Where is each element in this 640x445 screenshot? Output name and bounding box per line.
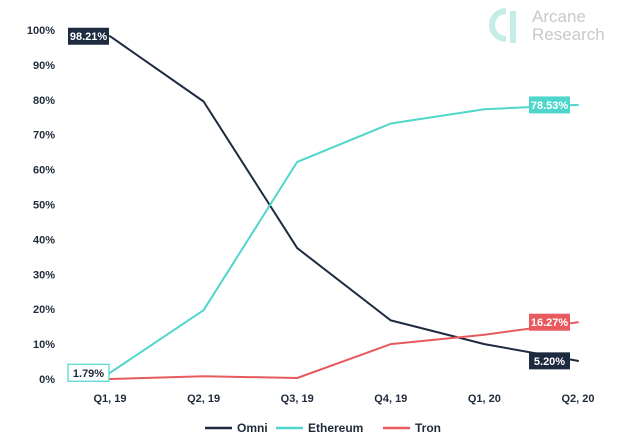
y-tick-label: 40% (33, 234, 55, 246)
data-label-text: 1.79% (73, 368, 104, 380)
data-label-ethereum: 78.53% (529, 96, 570, 114)
x-tick-label: Q1, 19 (93, 393, 126, 405)
data-label-box (529, 313, 570, 331)
legend-item-omni: Omni (205, 421, 268, 435)
y-tick-label: 70% (33, 130, 55, 142)
y-tick-label: 0% (39, 374, 55, 386)
legend-item-ethereum: Ethereum (276, 421, 363, 435)
x-tick-label: Q2, 20 (561, 393, 594, 405)
y-axis: 0% 10% 20% 30% 40% 50% 60% 70% 80% 90% 100% (27, 25, 55, 386)
data-label-omni: 5.20% (529, 352, 570, 370)
y-tick-label: 30% (33, 269, 55, 281)
series-line-omni (109, 35, 579, 362)
arcane-logo-icon (489, 8, 516, 43)
legend-item-tron: Tron (383, 421, 441, 435)
series-line-tron (109, 321, 579, 380)
x-tick-label: Q2, 19 (187, 393, 220, 405)
y-tick-label: 20% (33, 304, 55, 316)
y-tick-label: 100% (27, 25, 55, 37)
data-label-ethereum: 1.79% (67, 363, 110, 382)
series-line-ethereum (109, 103, 579, 374)
y-tick-label: 90% (33, 60, 55, 72)
brand-logo: Arcane Research (489, 7, 605, 44)
data-label-box (67, 363, 110, 382)
x-tick-label: Q4, 19 (374, 393, 407, 405)
y-tick-label: 60% (33, 165, 55, 177)
data-label-tron: 16.27% (529, 313, 570, 331)
legend-label: Omni (237, 421, 268, 435)
data-label-text: 5.20% (534, 356, 565, 368)
legend: Omni Ethereum Tron (205, 421, 441, 435)
y-tick-label: 10% (33, 339, 55, 351)
data-label-text: 98.21% (70, 31, 108, 43)
legend-label: Ethereum (308, 421, 363, 435)
x-axis: Q1, 19 Q2, 19 Q3, 19 Q4, 19 Q1, 20 Q2, 20 (93, 393, 594, 405)
data-label-box (529, 352, 570, 370)
series-layer (109, 35, 579, 380)
data-label-text: 78.53% (531, 100, 569, 112)
legend-label: Tron (415, 421, 441, 435)
data-label-box (529, 96, 570, 114)
data-label-omni: 98.21% (68, 27, 109, 45)
x-tick-label: Q3, 19 (281, 393, 314, 405)
y-tick-label: 50% (33, 200, 55, 212)
brand-name-line1: Arcane (532, 7, 586, 26)
x-tick-label: Q1, 20 (468, 393, 501, 405)
data-label-box (68, 27, 109, 45)
data-labels: 98.21% 5.20% 1.79% 78.53% 16.27% (67, 27, 570, 382)
data-label-text: 16.27% (531, 317, 569, 329)
y-tick-label: 80% (33, 95, 55, 107)
brand-name-line2: Research (532, 25, 605, 44)
